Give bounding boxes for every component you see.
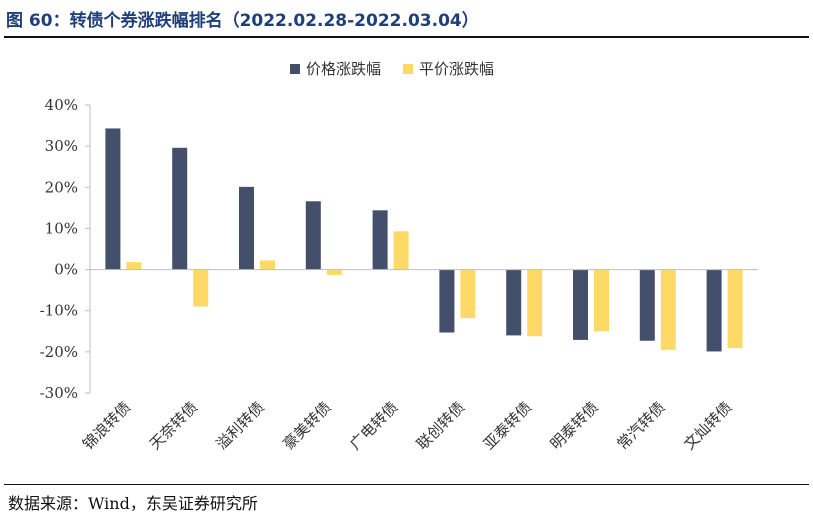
bar-parity-change xyxy=(727,269,743,349)
bar-price-change xyxy=(172,147,188,270)
bar-parity-change xyxy=(594,269,609,332)
figure-title: 图 60：转债个券涨跌幅排名（2022.02.28-2022.03.04） xyxy=(6,11,479,31)
x-category-label: 广电转债 xyxy=(346,398,401,453)
bar-parity-change xyxy=(393,231,409,270)
bar-chart: 40% 30% 20% 10% 0% -10% -20% -30%锦浪转债 天奈转债 溢利转债 豪美… xyxy=(40,96,758,453)
bar-price-change xyxy=(105,128,121,270)
bar-parity-change xyxy=(193,269,209,307)
legend-item-price: 价格涨跌幅 xyxy=(290,58,381,79)
bar-price-change xyxy=(439,269,455,333)
bar-parity-change xyxy=(126,262,142,270)
chart-legend: 价格涨跌幅 平价涨跌幅 xyxy=(290,58,494,79)
y-tick-label: 10% xyxy=(45,219,78,237)
legend-item-parity: 平价涨跌幅 xyxy=(403,58,494,79)
y-tick-label: 20% xyxy=(45,178,78,196)
legend-swatch-parity xyxy=(403,63,414,74)
y-tick-label: -20% xyxy=(40,343,78,361)
bar-price-change xyxy=(706,269,722,352)
legend-swatch-price xyxy=(290,63,300,74)
bar-price-change xyxy=(305,201,321,270)
bar-parity-change xyxy=(260,260,275,270)
bar-parity-change xyxy=(326,269,342,275)
x-category-label: 文灿转债 xyxy=(680,398,735,453)
x-category-label: 联创转债 xyxy=(413,398,468,453)
x-category-label: 亚泰转债 xyxy=(480,398,535,453)
y-tick-label: 0% xyxy=(54,261,78,279)
x-category-label: 溢利转债 xyxy=(213,398,268,453)
bottom-divider xyxy=(4,484,809,485)
x-category-label: 天奈转债 xyxy=(146,398,201,453)
bar-price-change xyxy=(372,210,388,270)
y-tick-label: -10% xyxy=(40,302,78,320)
x-category-label: 常汽转债 xyxy=(613,398,668,453)
legend-label-parity: 平价涨跌幅 xyxy=(419,60,495,78)
y-tick-label: -30% xyxy=(40,384,78,402)
bar-price-change xyxy=(639,269,655,341)
y-tick-label: 40% xyxy=(45,96,78,114)
bar-price-change xyxy=(239,186,254,270)
legend-label-price: 价格涨跌幅 xyxy=(306,60,382,78)
bar-parity-change xyxy=(660,269,676,350)
bar-price-change xyxy=(573,269,588,340)
x-category-label: 明泰转债 xyxy=(547,398,602,453)
bar-price-change xyxy=(506,269,522,336)
bar-parity-change xyxy=(527,269,543,337)
bar-parity-change xyxy=(460,269,476,319)
x-category-label: 豪美转债 xyxy=(279,398,334,453)
y-tick-label: 30% xyxy=(45,137,78,155)
x-category-label: 锦浪转债 xyxy=(79,398,134,453)
data-source: 数据来源：Wind，东吴证券研究所 xyxy=(8,494,258,513)
top-divider xyxy=(4,36,809,38)
